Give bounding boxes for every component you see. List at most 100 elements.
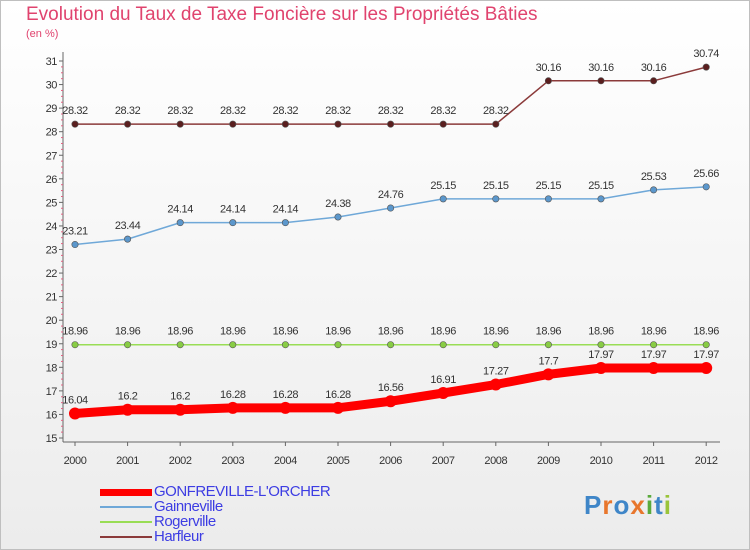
data-label: 30.16 — [536, 62, 562, 74]
data-point — [229, 219, 237, 227]
data-point — [384, 395, 397, 408]
data-label: 18.96 — [536, 326, 562, 338]
data-point — [174, 403, 187, 416]
data-point — [647, 362, 660, 375]
legend-swatch — [100, 536, 152, 538]
data-point — [229, 341, 237, 349]
data-point — [334, 120, 342, 128]
data-label: 28.32 — [430, 105, 456, 117]
data-point — [544, 341, 552, 349]
data-label: 16.04 — [62, 394, 88, 406]
data-label: 17.7 — [538, 355, 558, 367]
data-point — [281, 219, 289, 227]
chart-title: Evolution du Taux de Taxe Foncière sur l… — [26, 4, 538, 25]
y-tick-label: 20 — [46, 315, 58, 327]
data-point — [650, 186, 658, 194]
brand-letter: t — [654, 490, 664, 520]
data-label: 16.28 — [325, 389, 351, 401]
data-label: 30.16 — [641, 62, 667, 74]
data-label: 16.2 — [118, 391, 138, 403]
data-label: 16.28 — [273, 389, 299, 401]
x-tick-label: 2003 — [221, 455, 244, 467]
data-point — [650, 77, 658, 85]
data-point — [439, 341, 447, 349]
x-tick-label: 2006 — [379, 455, 402, 467]
y-tick-label: 31 — [46, 56, 58, 68]
brand-letter: i — [663, 490, 672, 520]
x-tick-label: 2007 — [432, 455, 455, 467]
legend-swatch — [100, 506, 152, 508]
data-label: 28.32 — [483, 105, 509, 117]
brand-letter: o — [613, 490, 631, 520]
data-label: 24.14 — [220, 204, 246, 216]
data-label: 25.15 — [483, 180, 509, 192]
data-label: 17.97 — [641, 349, 667, 361]
data-label: 18.96 — [325, 326, 351, 338]
data-point — [387, 204, 395, 212]
x-tick-label: 2009 — [537, 455, 560, 467]
data-label: 28.32 — [325, 105, 351, 117]
data-label: 16.28 — [220, 389, 246, 401]
data-point — [281, 120, 289, 128]
legend-swatch — [100, 521, 152, 523]
data-point — [702, 341, 710, 349]
data-label: 18.96 — [167, 326, 193, 338]
data-point — [226, 401, 239, 414]
x-tick-label: 2005 — [327, 455, 350, 467]
data-point — [542, 368, 555, 381]
data-point — [334, 341, 342, 349]
brand-letter: P — [584, 490, 603, 520]
y-tick-label: 25 — [46, 197, 58, 209]
data-point — [597, 341, 605, 349]
data-point — [492, 195, 500, 203]
x-tick-label: 2000 — [64, 455, 87, 467]
y-tick-label: 24 — [46, 221, 58, 233]
data-label: 28.32 — [115, 105, 141, 117]
data-label: 25.15 — [588, 180, 614, 192]
data-label: 23.44 — [115, 220, 141, 232]
y-tick-label: 23 — [46, 245, 58, 257]
legend-label: Rogerville — [154, 513, 216, 530]
data-label: 18.96 — [115, 326, 141, 338]
data-point — [387, 120, 395, 128]
y-tick-label: 30 — [46, 80, 58, 92]
data-label: 23.21 — [62, 226, 88, 238]
y-tick-label: 28 — [46, 127, 58, 139]
x-tick-label: 2004 — [274, 455, 297, 467]
data-point — [121, 403, 134, 416]
data-label: 16.2 — [170, 391, 190, 403]
data-label: 18.96 — [430, 326, 456, 338]
y-tick-label: 29 — [46, 103, 58, 115]
y-tick-label: 16 — [46, 409, 58, 421]
x-tick-label: 2011 — [643, 455, 665, 467]
data-point — [489, 378, 502, 391]
data-point — [437, 386, 450, 399]
data-label: 24.14 — [273, 204, 299, 216]
data-point — [71, 241, 79, 249]
data-point — [492, 120, 500, 128]
data-label: 18.96 — [693, 326, 719, 338]
data-point — [176, 120, 184, 128]
data-point — [387, 341, 395, 349]
data-label: 16.56 — [378, 382, 404, 394]
y-tick-label: 26 — [46, 174, 58, 186]
data-point — [176, 341, 184, 349]
data-point — [281, 341, 289, 349]
legend-label: GONFREVILLE-L'ORCHER — [154, 483, 331, 500]
data-label: 25.66 — [693, 168, 719, 180]
data-point — [69, 407, 81, 420]
data-label: 18.96 — [378, 326, 404, 338]
data-point — [492, 341, 500, 349]
y-tick-label: 22 — [46, 268, 58, 280]
data-label: 18.96 — [62, 326, 88, 338]
data-label: 30.74 — [693, 48, 719, 60]
data-point — [332, 401, 344, 414]
data-point — [700, 362, 713, 375]
y-tick-label: 15 — [46, 433, 58, 445]
data-label: 17.97 — [588, 349, 614, 361]
x-tick-label: 2010 — [590, 455, 613, 467]
data-label: 28.32 — [220, 105, 246, 117]
data-label: 25.15 — [536, 180, 562, 192]
brand-letter: r — [602, 490, 614, 520]
